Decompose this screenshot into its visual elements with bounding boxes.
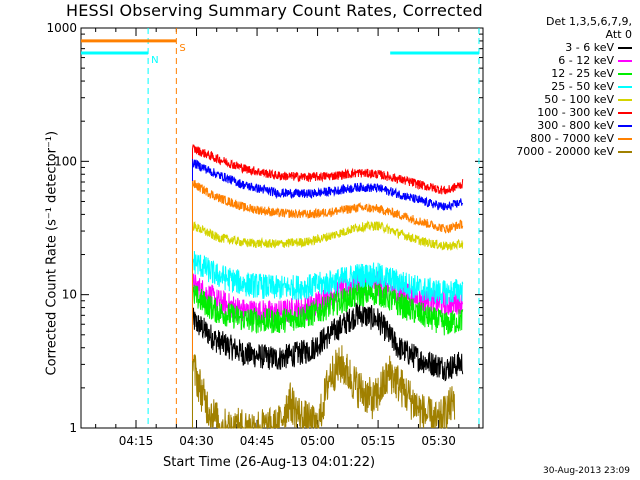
legend-item: 100 - 300 keV xyxy=(480,106,632,119)
series-line xyxy=(192,179,464,234)
legend-swatch xyxy=(618,59,632,62)
legend-label: 3 - 6 keV xyxy=(565,41,614,54)
x-axis-label: Start Time (26-Aug-13 04:01:22) xyxy=(163,455,376,470)
legend-item: 12 - 25 keV xyxy=(480,67,632,80)
legend-swatch xyxy=(618,150,632,153)
legend-header-attenuator: Att 0 xyxy=(605,28,632,41)
legend-swatch xyxy=(618,85,632,88)
series-line xyxy=(192,158,464,212)
chart-title: HESSI Observing Summary Count Rates, Cor… xyxy=(66,1,483,20)
legend-item: 6 - 12 keV xyxy=(480,54,632,67)
y-tick-label: 100 xyxy=(54,154,77,168)
series-line xyxy=(192,143,464,195)
y-tick-label: 1000 xyxy=(46,21,77,35)
legend-swatch xyxy=(618,46,632,49)
legend-label: 100 - 300 keV xyxy=(537,106,614,119)
x-tick-label: 04:15 xyxy=(119,434,154,448)
legend-label: 7000 - 20000 keV xyxy=(516,145,614,158)
y-tick-label: 10 xyxy=(62,288,77,302)
legend-header-detectors: Det 1,3,5,6,7,9, xyxy=(545,15,632,28)
series-line xyxy=(192,281,464,336)
x-tick-label: 05:30 xyxy=(421,434,456,448)
x-tick-label: 04:45 xyxy=(240,434,275,448)
legend-item: 7000 - 20000 keV xyxy=(480,145,632,158)
legend-item: 25 - 50 keV xyxy=(480,80,632,93)
legend-label: 300 - 800 keV xyxy=(537,119,614,132)
legend-item: 3 - 6 keV xyxy=(480,41,632,54)
flag-label: S xyxy=(179,43,185,54)
series-line xyxy=(192,345,456,430)
datestamp: 30-Aug-2013 23:09 xyxy=(542,466,630,476)
x-tick-label: 05:15 xyxy=(361,434,396,448)
legend-item: 50 - 100 keV xyxy=(480,93,632,106)
legend-swatch xyxy=(618,72,632,75)
flag-label: N xyxy=(151,55,158,66)
legend-label: 800 - 7000 keV xyxy=(530,132,614,145)
legend-swatch xyxy=(618,111,632,114)
legend-label: 6 - 12 keV xyxy=(558,54,614,67)
legend-label: 25 - 50 keV xyxy=(551,80,614,93)
x-tick-label: 04:30 xyxy=(179,434,214,448)
legend-swatch xyxy=(618,137,632,140)
plot-frame xyxy=(80,27,484,429)
legend-label: 50 - 100 keV xyxy=(544,93,614,106)
legend-label: 12 - 25 keV xyxy=(551,67,614,80)
legend: Det 1,3,5,6,7,9, Att 0 3 - 6 keV 6 - 12 k… xyxy=(480,15,632,158)
y-tick-label: 1 xyxy=(69,421,77,435)
y-axis-label: Corrected Count Rate (s⁻¹ detector⁻¹) xyxy=(44,130,60,376)
series-line xyxy=(192,250,464,306)
legend-item: 300 - 800 keV xyxy=(480,119,632,132)
x-tick-label: 05:00 xyxy=(300,434,335,448)
series-line xyxy=(192,302,464,382)
legend-item: 800 - 7000 keV xyxy=(480,132,632,145)
series-line xyxy=(192,220,464,251)
legend-swatch xyxy=(618,98,632,101)
legend-swatch xyxy=(618,124,632,127)
